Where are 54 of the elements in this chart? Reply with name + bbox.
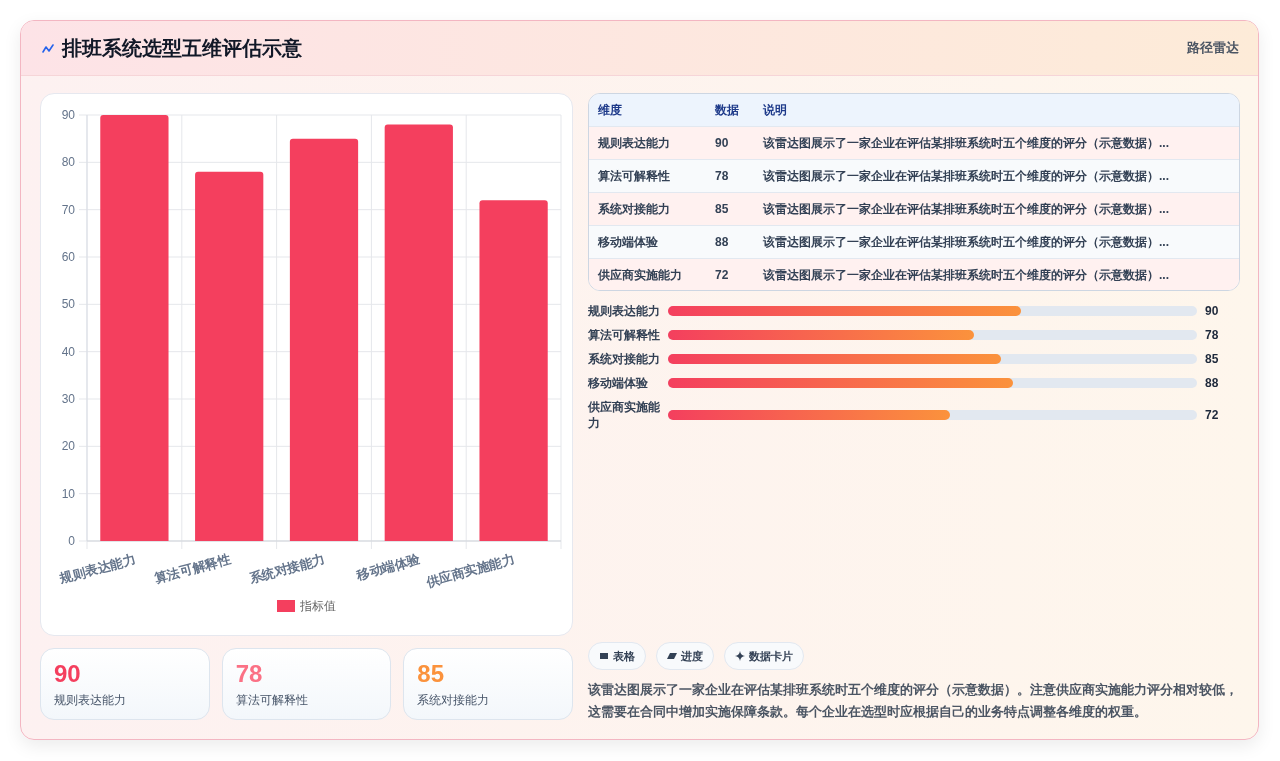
kpi-card: 78 算法可解释性 xyxy=(221,648,392,720)
data-label: 85 xyxy=(417,660,445,688)
bar xyxy=(100,115,169,541)
data-label: 72 xyxy=(1205,408,1219,422)
y-tick-label: 20 xyxy=(61,439,76,454)
y-tick-label: 规则表达能力 xyxy=(588,303,661,319)
y-tick-label: 0 xyxy=(68,534,76,548)
text: 排班系统选型五维评估示意 xyxy=(62,36,302,61)
text: 该雷达图展示了一家企业在评估某排班系统时五个维度的评分（示意数据）。注意供应商实施能力评分相对较低，这需要在合同中增加实施保障条款。每个企业在选型时应根据自己的业务特点调整各维度的权重。 xyxy=(588,681,1239,721)
table-row: 算法可解释性 78 该雷达图展示了一家企业在评估某排班系统时五个维度的评分（示意数据）... xyxy=(589,159,1239,192)
data-label: 88 xyxy=(715,234,729,251)
tab: 表格 xyxy=(588,642,646,670)
data-label: 85 xyxy=(1205,352,1219,366)
bar xyxy=(384,124,453,541)
y-tick-label: 60 xyxy=(61,250,76,264)
y-tick-label: 50 xyxy=(61,297,76,312)
y-tick-label: 90 xyxy=(61,108,76,122)
bar xyxy=(479,200,548,541)
table-row: 规则表达能力 90 该雷达图展示了一家企业在评估某排班系统时五个维度的评分（示意数据）... xyxy=(589,126,1239,159)
bar xyxy=(195,171,264,541)
tab: 数据卡片 xyxy=(724,642,804,670)
category-label: 算法可解释性 xyxy=(235,692,308,708)
text: 路径雷达 xyxy=(1187,39,1239,57)
data-label: 78 xyxy=(235,660,263,688)
table-row: 移动端体验 88 该雷达图展示了一家企业在评估某排班系统时五个维度的评分（示意数据）... xyxy=(589,225,1239,258)
category-label: 系统对接能力 xyxy=(417,692,490,708)
table-row: 系统对接能力 85 该雷达图展示了一家企业在评估某排班系统时五个维度的评分（示意数据）... xyxy=(589,192,1239,225)
table-header: 维度 数据 说明 xyxy=(589,94,1239,126)
kpi-card: 85 系统对接能力 xyxy=(403,648,573,720)
y-tick-label: 40 xyxy=(61,344,76,359)
data-label: 78 xyxy=(715,168,729,185)
x-tick-label: 供应商实施能力 xyxy=(423,551,517,590)
data-label: 78 xyxy=(1205,328,1219,342)
y-tick-label: 系统对接能力 xyxy=(588,351,661,367)
y-tick-label: 供应商实施能力 xyxy=(588,399,661,431)
y-tick-label: 30 xyxy=(61,392,76,406)
y-tick-label: 移动端体验 xyxy=(588,375,649,391)
data-label: 90 xyxy=(715,135,729,152)
kpi-card: 90 规则表达能力 xyxy=(40,648,210,720)
tab: 进度 xyxy=(656,642,714,670)
x-tick-label: 移动端体验 xyxy=(353,551,423,583)
y-tick-label: 70 xyxy=(61,202,76,217)
data-label: 90 xyxy=(1205,304,1219,318)
legend-label: 指标值 xyxy=(299,599,336,613)
table-row: 供应商实施能力 72 该雷达图展示了一家企业在评估某排班系统时五个维度的评分（示意数据）... xyxy=(589,258,1239,290)
y-tick-label: 10 xyxy=(61,486,76,501)
x-tick-label: 算法可解释性 xyxy=(151,551,232,587)
data-label: 88 xyxy=(1205,376,1219,390)
data-label: 85 xyxy=(715,201,729,218)
y-tick-label: 算法可解释性 xyxy=(588,327,661,343)
x-tick-label: 系统对接能力 xyxy=(246,551,327,587)
y-tick-label: 80 xyxy=(61,155,76,170)
data-label: 72 xyxy=(715,267,729,284)
bar xyxy=(289,138,359,541)
